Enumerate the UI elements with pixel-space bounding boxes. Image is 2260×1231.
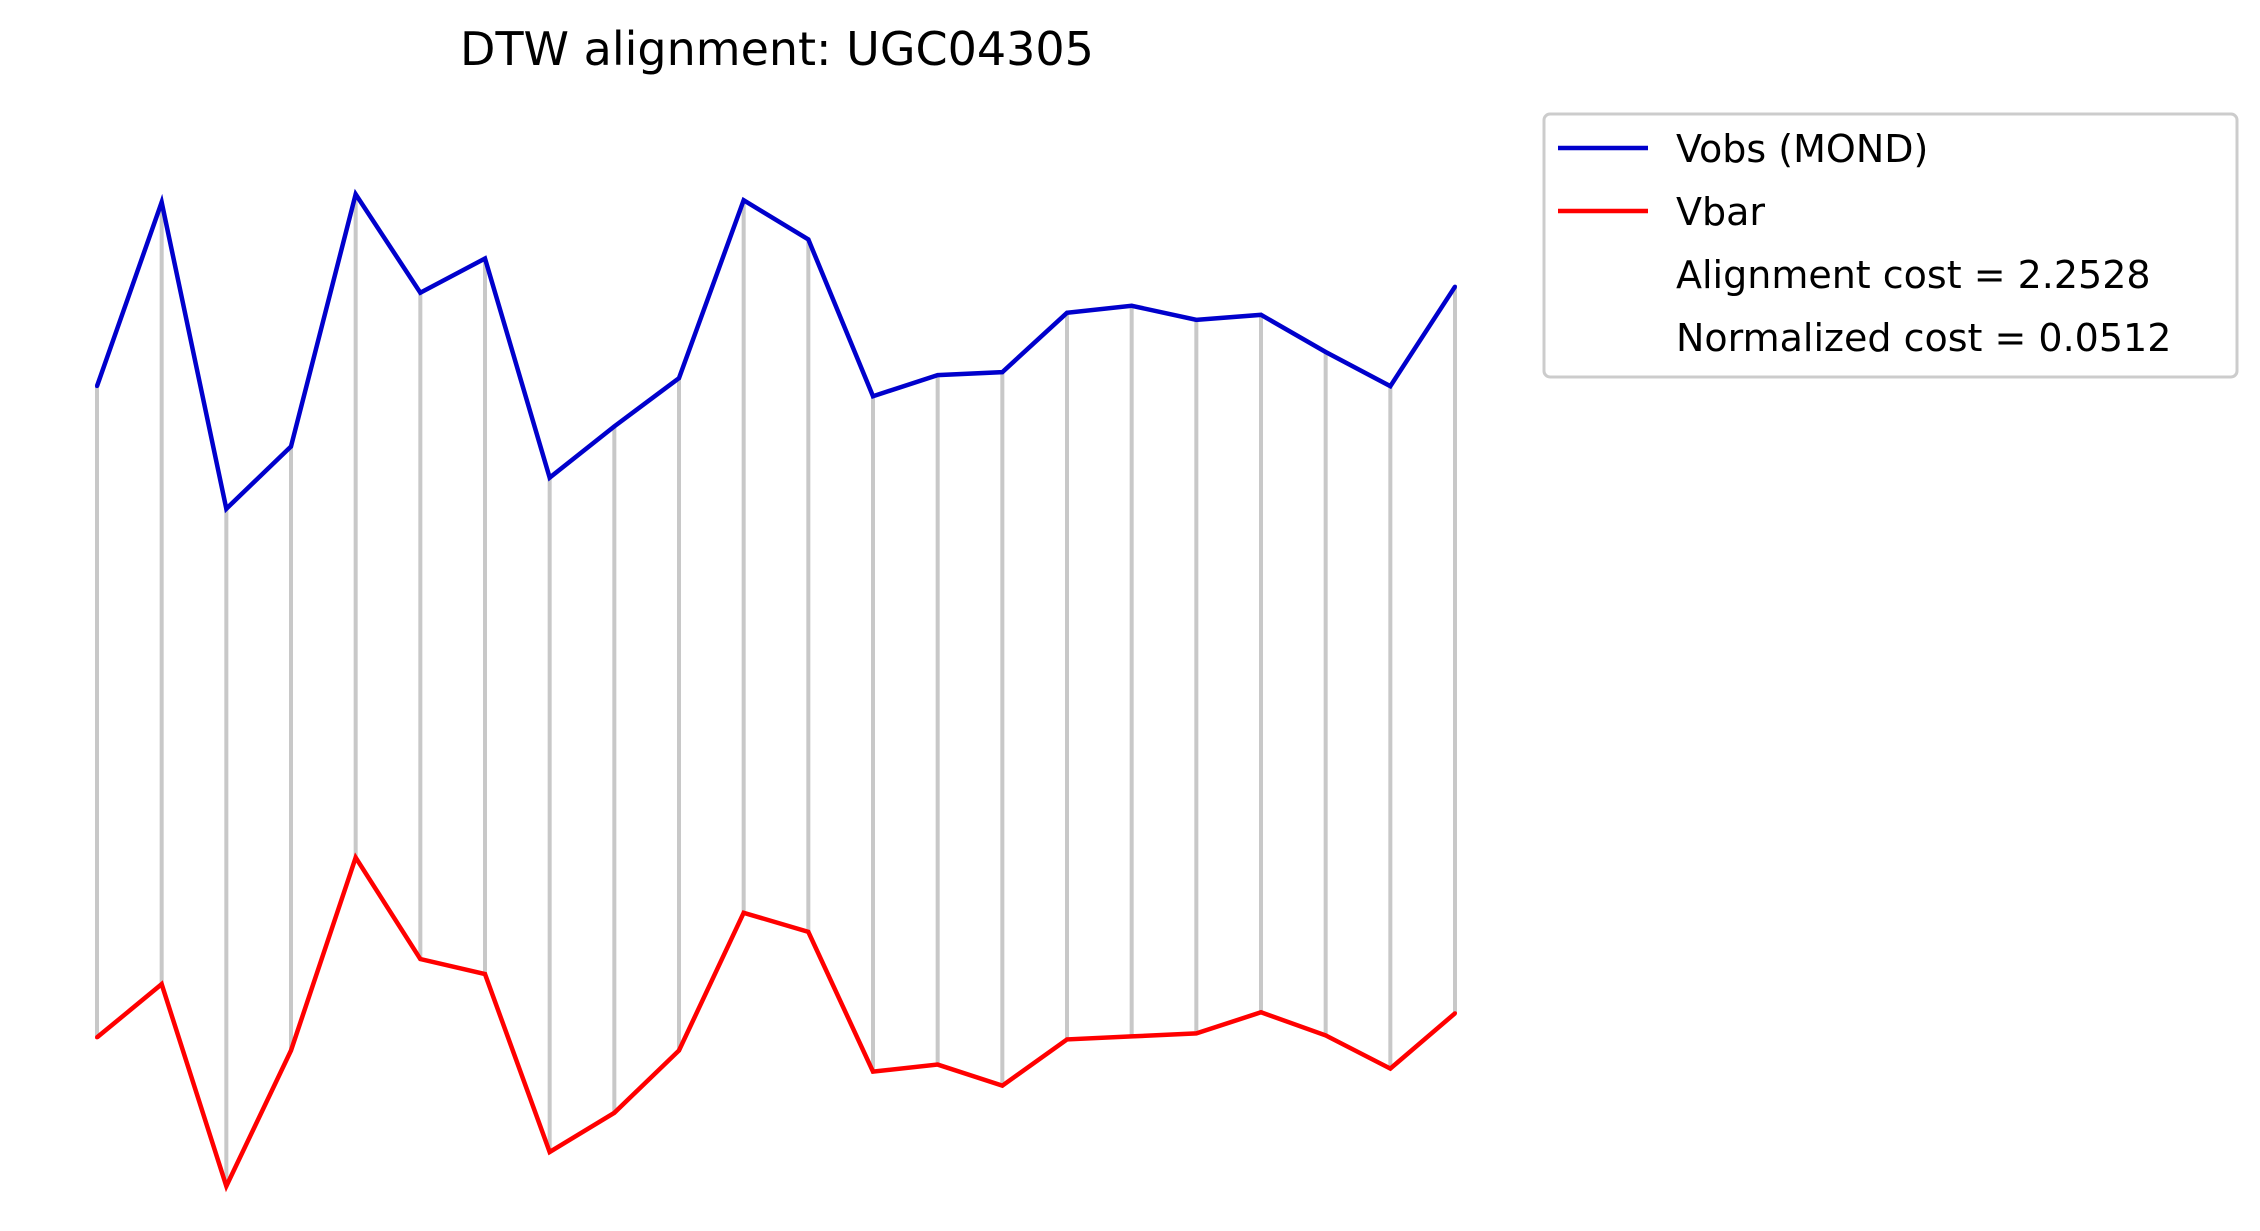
vobs-point <box>741 198 746 203</box>
legend: Vobs (MOND) Vbar Alignment cost = 2.2528 No… <box>1542 112 2239 379</box>
vobs-point <box>1000 370 1005 375</box>
vobs-point <box>1129 303 1134 308</box>
vbar-point <box>741 910 746 915</box>
legend-label: Vobs (MOND) <box>1676 127 1928 171</box>
vbar-point <box>612 1110 617 1115</box>
vbar-point <box>1388 1066 1393 1071</box>
vobs-point <box>289 444 293 449</box>
vobs-point <box>806 237 811 242</box>
vbar-point <box>677 1048 681 1053</box>
vobs-point <box>1259 312 1263 317</box>
vobs-point <box>353 192 358 197</box>
vobs-point <box>1453 284 1457 289</box>
legend-frame <box>1542 112 2239 379</box>
vobs-point <box>547 475 552 480</box>
vobs-point <box>612 424 617 429</box>
vobs-point <box>418 290 423 295</box>
vbar-point <box>353 855 358 860</box>
vbar-point <box>95 1035 99 1040</box>
vobs-point <box>1323 350 1328 355</box>
vbar-point <box>483 972 487 977</box>
legend-label: Vbar <box>1676 190 1765 234</box>
vbar-point <box>1065 1037 1069 1042</box>
vobs-point <box>224 506 229 511</box>
legend-entries: Vobs (MOND) Vbar Alignment cost = 2.2528 No… <box>1558 127 2171 360</box>
series-line-vbar <box>95 852 1457 1193</box>
vbar-point <box>1129 1034 1134 1039</box>
vobs-point <box>95 384 99 389</box>
vobs-point <box>935 373 940 378</box>
chart-title: DTW alignment: UGC04305 <box>460 22 1094 76</box>
vobs-point <box>1065 310 1069 315</box>
vbar-point <box>1323 1033 1328 1038</box>
series-layer <box>94 188 1457 1193</box>
vbar-point <box>871 1069 875 1074</box>
vbar-point <box>1259 1010 1263 1015</box>
vbar-point <box>418 957 423 962</box>
legend-label: Normalized cost = 0.0512 <box>1676 316 2171 360</box>
vobs-point <box>1388 384 1393 389</box>
legend-label: Alignment cost = 2.2528 <box>1676 253 2151 297</box>
vobs-point <box>677 376 681 381</box>
vobs-point <box>483 256 487 261</box>
vbar-point <box>159 982 164 987</box>
vbar-point <box>1453 1011 1457 1016</box>
vbar-point <box>224 1184 229 1189</box>
vbar-point <box>289 1048 293 1053</box>
vbar-point <box>935 1062 940 1067</box>
alignment-lines <box>95 194 1457 1187</box>
vbar-point <box>806 929 811 934</box>
vobs-point <box>159 200 164 205</box>
vobs-point <box>871 394 875 399</box>
vbar-point <box>1000 1083 1005 1088</box>
series-line-vobs <box>94 188 1457 514</box>
vobs-point <box>1194 317 1199 322</box>
vbar-point <box>1194 1031 1199 1036</box>
vbar-point <box>547 1149 552 1154</box>
